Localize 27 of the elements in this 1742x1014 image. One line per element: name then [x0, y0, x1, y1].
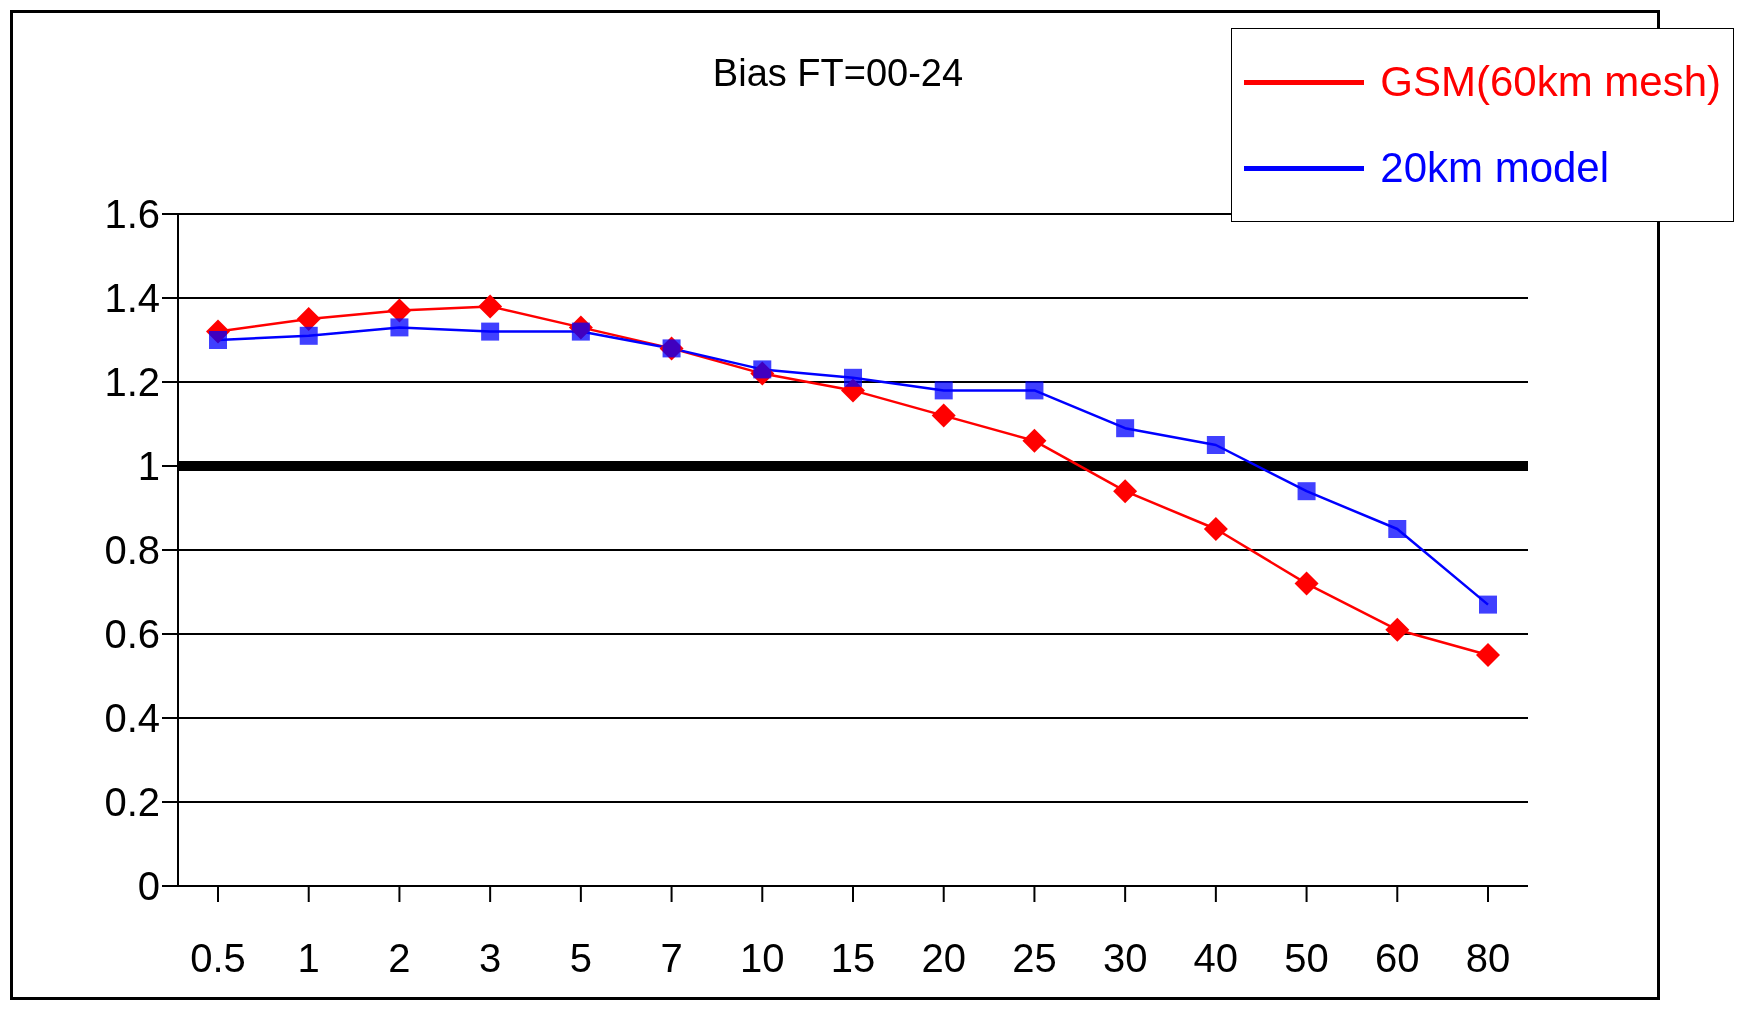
- x-tick-label: 60: [1375, 936, 1420, 981]
- chart-title: Bias FT=00-24: [712, 52, 964, 94]
- y-tick-label: 0: [137, 864, 160, 909]
- y-tick-label: 1: [137, 444, 160, 489]
- legend-label: GSM(60km mesh): [1380, 58, 1721, 106]
- y-tick-label: 1.6: [104, 192, 160, 237]
- x-tick-label: 5: [569, 936, 592, 981]
- x-tick-label: 3: [479, 936, 502, 981]
- y-tick-label: 0.4: [104, 696, 160, 741]
- x-tick-label: 80: [1465, 936, 1511, 981]
- x-tick-label: 30: [1102, 936, 1148, 981]
- x-tick-label: 1: [297, 936, 320, 981]
- x-tick-label: 10: [740, 936, 785, 981]
- x-tick-label: 20: [921, 936, 966, 981]
- x-tick-label: 15: [830, 936, 876, 981]
- x-tick-label: 0.5: [190, 936, 246, 981]
- legend-label: 20km model: [1380, 144, 1610, 192]
- x-tick-label: 7: [660, 936, 683, 981]
- y-tick-label: 1.4: [104, 276, 160, 321]
- x-tick-label: 25: [1012, 936, 1057, 981]
- x-tick-label: 50: [1284, 936, 1329, 981]
- y-tick-label: 0.2: [104, 780, 160, 825]
- y-tick-label: 1.2: [104, 360, 160, 405]
- x-tick-label: 2: [388, 936, 411, 981]
- x-tick-label: 40: [1193, 936, 1239, 981]
- y-tick-label: 0.8: [104, 528, 160, 573]
- y-tick-label: 0.6: [104, 612, 160, 657]
